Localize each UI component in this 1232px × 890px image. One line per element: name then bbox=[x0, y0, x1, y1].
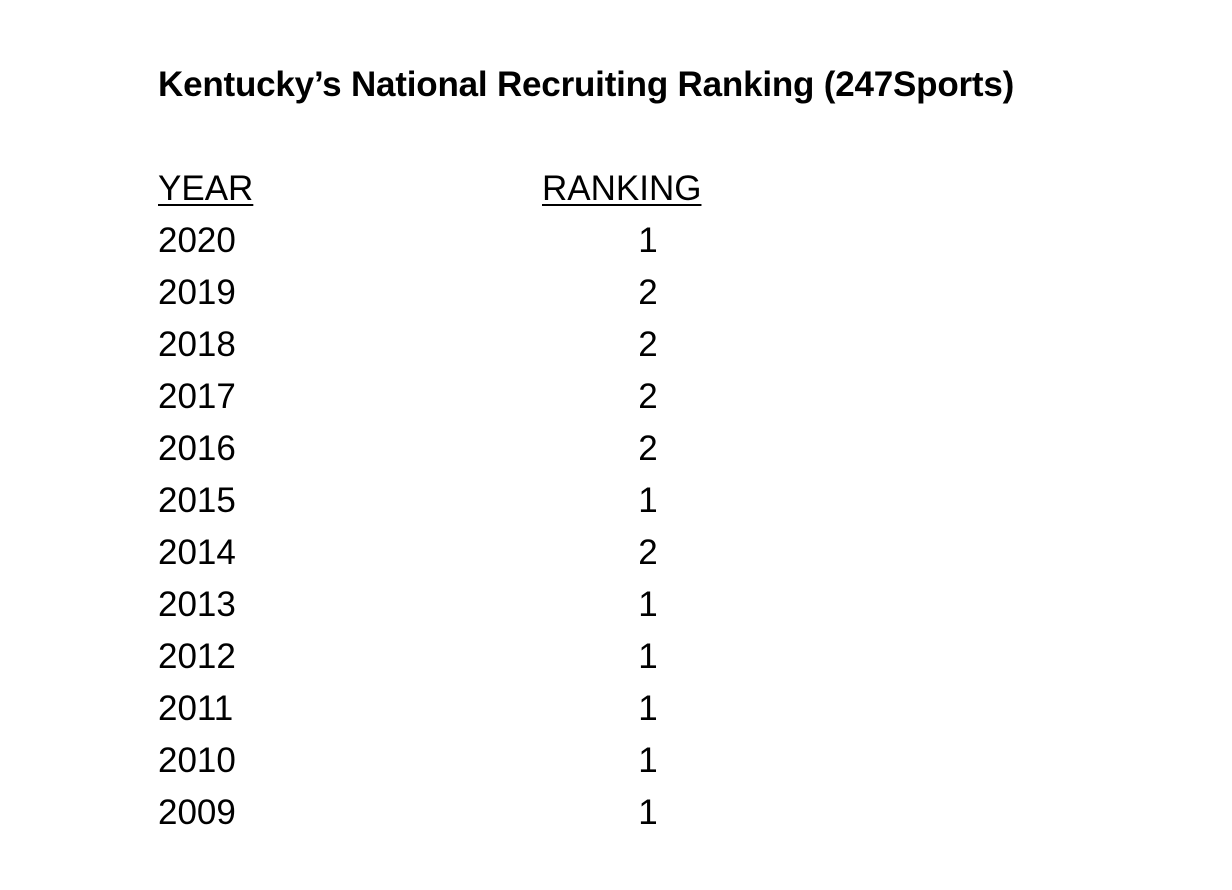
year-cell: 2014 bbox=[158, 533, 236, 572]
ranking-cell: 1 bbox=[638, 481, 658, 520]
ranking-cell: 2 bbox=[638, 377, 658, 416]
ranking-cell: 2 bbox=[638, 533, 658, 572]
ranking-cell: 2 bbox=[638, 273, 658, 312]
table-row: 2011 1 bbox=[158, 686, 758, 738]
table-row: 2009 1 bbox=[158, 790, 758, 842]
ranking-cell: 1 bbox=[638, 793, 658, 832]
year-cell: 2012 bbox=[158, 637, 236, 676]
ranking-cell: 1 bbox=[638, 221, 658, 260]
table-row: 2017 2 bbox=[158, 374, 758, 426]
year-cell: 2018 bbox=[158, 325, 236, 364]
year-cell: 2016 bbox=[158, 429, 236, 468]
year-cell: 2019 bbox=[158, 273, 236, 312]
year-column-header: YEAR bbox=[158, 169, 254, 208]
ranking-table: 2020 1 2019 2 2018 2 2017 2 2016 2 2015 … bbox=[158, 218, 758, 842]
ranking-column-header: RANKING bbox=[542, 169, 702, 208]
table-row: 2010 1 bbox=[158, 738, 758, 790]
year-cell: 2010 bbox=[158, 741, 236, 780]
ranking-cell: 1 bbox=[638, 741, 658, 780]
table-row: 2015 1 bbox=[158, 478, 758, 530]
table-row: 2014 2 bbox=[158, 530, 758, 582]
year-cell: 2011 bbox=[158, 689, 234, 728]
table-header: YEAR RANKING bbox=[158, 166, 758, 212]
ranking-cell: 1 bbox=[638, 689, 658, 728]
ranking-cell: 2 bbox=[638, 429, 658, 468]
ranking-cell: 1 bbox=[638, 637, 658, 676]
year-cell: 2015 bbox=[158, 481, 236, 520]
ranking-cell: 1 bbox=[638, 585, 658, 624]
year-cell: 2017 bbox=[158, 377, 236, 416]
page-title: Kentucky’s National Recruiting Ranking (… bbox=[158, 65, 1015, 104]
ranking-cell: 2 bbox=[638, 325, 658, 364]
table-row: 2013 1 bbox=[158, 582, 758, 634]
table-row: 2012 1 bbox=[158, 634, 758, 686]
year-cell: 2020 bbox=[158, 221, 236, 260]
year-cell: 2009 bbox=[158, 793, 236, 832]
table-row: 2016 2 bbox=[158, 426, 758, 478]
year-cell: 2013 bbox=[158, 585, 236, 624]
table-row: 2019 2 bbox=[158, 270, 758, 322]
table-row: 2018 2 bbox=[158, 322, 758, 374]
table-row: 2020 1 bbox=[158, 218, 758, 270]
